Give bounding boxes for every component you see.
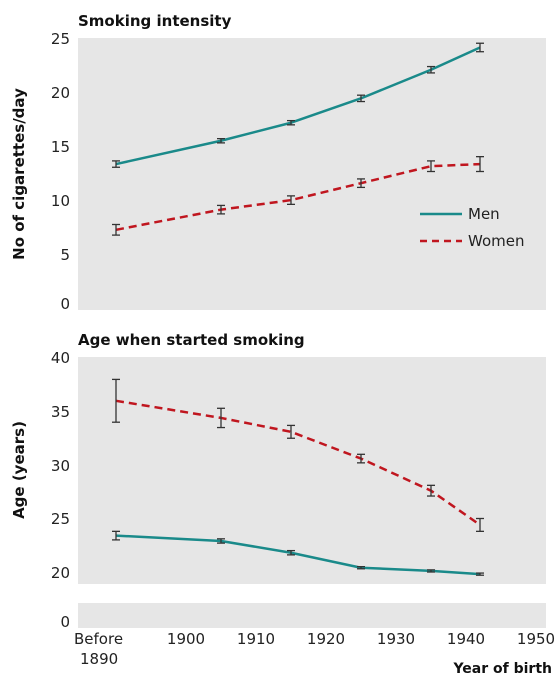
plot-area-bottom-zero <box>78 603 546 628</box>
y-tick-label: 35 <box>51 403 70 421</box>
x-tick-label: 1940 <box>447 630 485 648</box>
y-tick-label: 20 <box>51 84 70 102</box>
intensity-errorbar-men <box>287 119 295 126</box>
intensity-errorbar-women <box>476 156 484 173</box>
intensity-errorbar-women <box>112 223 120 236</box>
legend-label-women: Women <box>468 232 524 250</box>
x-tick-label: Before <box>74 630 123 648</box>
intensity-errorbar-men <box>357 94 365 103</box>
x-ticks: Before 1890 1900 1910 1920 1930 1940 1950 <box>74 630 555 668</box>
series-layer-bottom <box>112 378 484 576</box>
age-line-women <box>115 399 481 526</box>
y-ticks-top: 0 5 10 15 20 25 <box>51 30 70 313</box>
age-errorbar-men <box>427 569 435 573</box>
intensity-errorbar-women <box>357 178 365 189</box>
intensity-errorbar-women <box>427 160 435 173</box>
age-errorbar-men <box>287 549 295 556</box>
y-tick-label: 20 <box>51 564 70 582</box>
x-tick-label: 1950 <box>517 630 555 648</box>
intensity-line-women <box>115 162 481 232</box>
plot-area-top <box>78 38 546 310</box>
age-errorbar-men <box>476 572 484 576</box>
intensity-errorbar-women <box>287 195 295 206</box>
x-tick-label: 1890 <box>80 650 118 668</box>
age-errorbar-men <box>217 538 225 544</box>
chart-title-bottom: Age when started smoking <box>78 331 305 349</box>
y-tick-label: 15 <box>51 138 70 156</box>
y-tick-label: 0 <box>60 613 70 631</box>
y-axis-label-top: No of cigarettes/day <box>10 88 28 260</box>
y-tick-label: 25 <box>51 30 70 48</box>
y-tick-label: 30 <box>51 457 70 475</box>
age-line-men <box>115 534 481 576</box>
y-tick-label: 0 <box>60 295 70 313</box>
y-tick-label: 5 <box>60 246 70 264</box>
intensity-errorbar-men <box>217 137 225 144</box>
intensity-errorbar-women <box>217 204 225 215</box>
panel-smoking-intensity: Smoking intensity No of cigarettes/day 0… <box>10 12 546 313</box>
intensity-errorbar-men <box>476 42 484 53</box>
intensity-line-men <box>115 46 481 166</box>
x-tick-label: 1930 <box>377 630 415 648</box>
intensity-errorbar-men <box>112 160 120 168</box>
x-tick-label: 1920 <box>307 630 345 648</box>
plot-area-bottom-main <box>78 357 546 584</box>
series-layer-top <box>112 42 484 236</box>
chart-title-top: Smoking intensity <box>78 12 232 30</box>
age-errorbar-women <box>112 378 120 423</box>
legend-label-men: Men <box>468 205 500 223</box>
y-tick-label: 10 <box>51 192 70 210</box>
y-tick-label: 40 <box>51 349 70 367</box>
legend: Men Women <box>420 205 524 250</box>
age-errorbar-men <box>112 530 120 541</box>
age-errorbar-women <box>476 517 484 532</box>
intensity-errorbar-men <box>427 65 435 74</box>
y-tick-label: 25 <box>51 510 70 528</box>
x-axis-label: Year of birth <box>452 661 552 677</box>
age-errorbar-men <box>357 566 365 570</box>
y-axis-label-bottom: Age (years) <box>10 421 28 519</box>
age-errorbar-women <box>287 424 295 439</box>
age-errorbar-women <box>357 453 365 464</box>
x-tick-label: 1900 <box>167 630 205 648</box>
y-ticks-bottom: 0 20 25 30 35 40 <box>51 349 70 631</box>
age-errorbar-women <box>217 407 225 429</box>
age-errorbar-women <box>427 484 435 497</box>
panel-age-started: Age when started smoking Age (years) 0 2… <box>10 331 555 677</box>
x-tick-label: 1910 <box>237 630 275 648</box>
